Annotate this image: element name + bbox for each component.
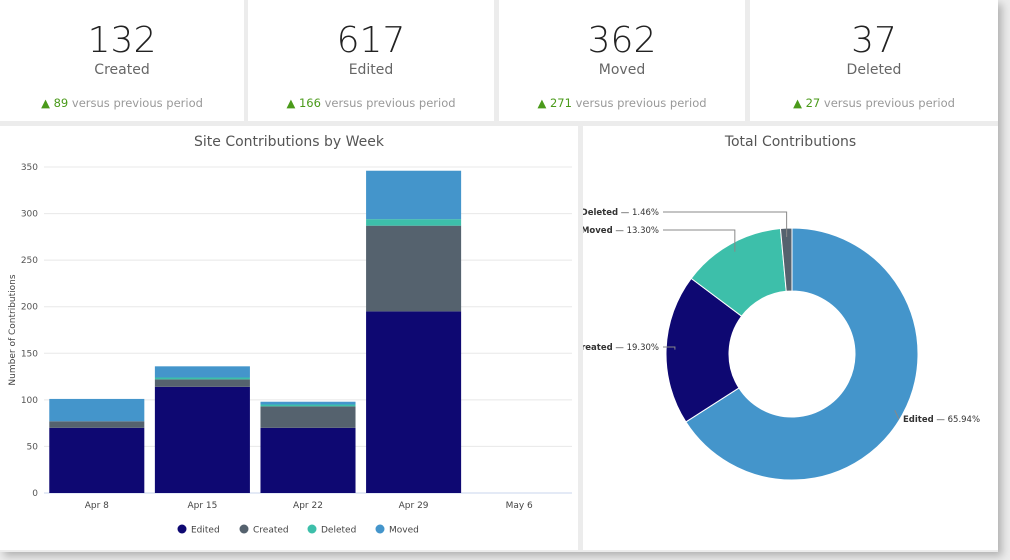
slice-label: Deleted — 1.46%: [583, 208, 659, 218]
stat-value: 37: [851, 20, 897, 61]
leader-line: [663, 346, 676, 350]
stat-delta-text: versus previous period: [324, 96, 456, 110]
up-arrow-icon: ▲: [41, 96, 50, 110]
legend-label: Created: [253, 526, 289, 536]
stat-comparison: ▲ 166 versus previous period: [248, 96, 494, 110]
stat-comparison: ▲ 27 versus previous period: [750, 96, 998, 110]
stat-comparison: ▲ 271 versus previous period: [499, 96, 745, 110]
leader-line: [663, 229, 736, 252]
slice-name: Edited: [903, 415, 934, 425]
bar-segment-deleted: [154, 377, 250, 380]
bar-segment-edited: [49, 427, 145, 493]
slice-label: Edited — 65.94%: [903, 415, 980, 425]
x-tick-label: May 6: [506, 501, 533, 511]
stat-label: Edited: [348, 62, 394, 78]
up-arrow-icon: ▲: [286, 96, 296, 110]
bar-segment-created: [366, 225, 462, 312]
bar-segment-edited: [154, 386, 250, 493]
slice-percent: — 1.46%: [618, 208, 659, 218]
bar-chart: 0 50 100 150 200 250 300 350 Number of Contribut…: [8, 163, 572, 536]
slice-label: Moved — 13.30%: [583, 226, 659, 236]
y-tick-label: 150: [21, 349, 38, 359]
stat-card-moved: 362 Moved ▲ 271 versus previous period: [499, 0, 745, 121]
x-tick-label: Apr 22: [293, 501, 323, 511]
y-tick-label: 100: [21, 396, 38, 406]
stat-delta-text: versus previous period: [71, 96, 203, 110]
legend-label: Moved: [389, 526, 419, 536]
legend-marker-deleted: [307, 524, 317, 534]
y-tick-label: 50: [27, 442, 39, 452]
stat-label: Deleted: [846, 62, 902, 78]
legend-marker-edited: [177, 524, 187, 534]
donut-chart-panel: Total Contributions Edited — 65.94% Creat…: [575, 126, 998, 550]
stat-delta: 166: [298, 96, 321, 110]
stat-delta-text: versus previous period: [575, 96, 707, 110]
slice-percent: — 65.94%: [934, 415, 980, 425]
stat-label: Moved: [598, 62, 646, 78]
stat-card-deleted: 37 Deleted ▲ 27 versus previous period: [750, 0, 998, 121]
stat-delta: 27: [805, 96, 821, 110]
slice-percent: — 13.30%: [613, 226, 659, 236]
bar-segment-created: [260, 406, 356, 428]
leader-line: [894, 410, 900, 420]
stat-delta: 271: [549, 96, 572, 110]
x-tick-label: Apr 29: [399, 501, 429, 511]
legend-label: Deleted: [321, 526, 356, 536]
x-tick-label: Apr 15: [187, 501, 217, 511]
y-tick-label: 0: [32, 489, 38, 499]
slice-name: Moved: [583, 226, 613, 236]
legend-marker-created: [239, 524, 249, 534]
bar-chart-title: Site Contributions by Week: [194, 134, 384, 150]
y-tick-label: 200: [21, 303, 38, 313]
slice-name: Deleted: [583, 208, 618, 218]
bar-segment-deleted: [260, 404, 356, 407]
donut-slice-deleted: [779, 227, 793, 292]
stat-delta: 89: [53, 96, 69, 110]
donut-slice-created: [665, 277, 743, 423]
stat-value: 132: [87, 20, 157, 61]
y-tick-label: 300: [21, 210, 38, 220]
stat-delta-text: versus previous period: [823, 96, 955, 110]
bar-chart-panel: Site Contributions by Week 0 50 100 150 200 2…: [0, 126, 578, 550]
stat-comparison: ▲ 89 versus previous period: [0, 96, 244, 110]
slice-name: Created: [583, 343, 613, 353]
slice-percent: — 19.30%: [613, 343, 659, 353]
leader-line: [663, 211, 788, 237]
bar-segment-created: [49, 421, 145, 428]
slice-label: Created — 19.30%: [583, 343, 659, 353]
y-tick-label: 250: [21, 256, 38, 266]
stat-value: 362: [587, 20, 657, 61]
bar-segment-moved: [366, 170, 462, 220]
legend-label: Edited: [191, 526, 220, 536]
legend-marker-moved: [375, 524, 385, 534]
donut-chart: Edited — 65.94% Created — 19.30% Moved — 1…: [575, 208, 980, 481]
x-tick-label: Apr 8: [85, 501, 109, 511]
bar-segment-created: [154, 379, 250, 387]
y-tick-label: 350: [21, 163, 38, 173]
bar-segment-moved: [260, 401, 356, 405]
bar-segment-deleted: [366, 219, 462, 226]
y-axis-label: Number of Contributions: [8, 274, 18, 385]
bar-segment-moved: [154, 366, 250, 378]
stat-label: Created: [94, 62, 150, 78]
stat-value: 617: [336, 20, 406, 61]
bar-segment-edited: [366, 311, 462, 493]
stat-card-created: 132 Created ▲ 89 versus previous period: [0, 0, 244, 121]
donut-chart-title: Total Contributions: [724, 134, 857, 150]
up-arrow-icon: ▲: [537, 96, 547, 110]
dashboard: 132 Created ▲ 89 versus previous period …: [0, 0, 998, 552]
bar-segment-moved: [49, 398, 145, 422]
stat-card-edited: 617 Edited ▲ 166 versus previous period: [248, 0, 494, 121]
bar-segment-edited: [260, 427, 356, 493]
donut-slice-edited: [685, 227, 919, 481]
up-arrow-icon: ▲: [793, 96, 802, 110]
